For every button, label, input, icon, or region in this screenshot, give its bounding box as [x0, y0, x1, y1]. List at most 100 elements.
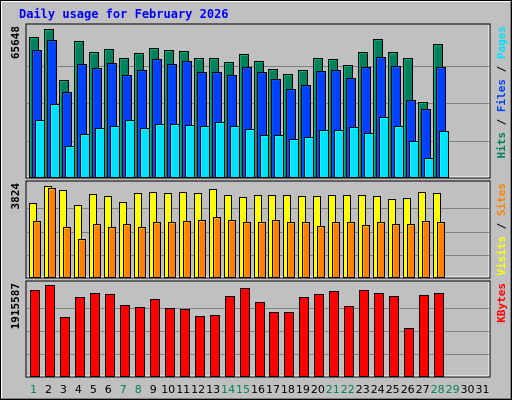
- x-tick-label: 16: [251, 383, 265, 396]
- bar-kbytes-day-12: [195, 316, 205, 377]
- x-tick-label: 10: [161, 383, 175, 396]
- bar-sites-day-21: [332, 222, 340, 278]
- x-tick-label: 17: [266, 383, 280, 396]
- bar-pages-day-17: [274, 135, 284, 178]
- legend-sites: Sites: [495, 183, 508, 216]
- x-tick-label: 30: [461, 383, 475, 396]
- bar-pages-day-19: [304, 137, 314, 178]
- bar-pages-day-2: [50, 104, 60, 178]
- bar-pages-day-1: [35, 120, 45, 178]
- legend-files: Files: [495, 79, 508, 112]
- x-tick-label: 27: [416, 383, 430, 396]
- x-tick-label: 23: [356, 383, 370, 396]
- bar-kbytes-day-6: [105, 294, 115, 377]
- x-tick-label: 31: [476, 383, 490, 396]
- bar-kbytes-day-22: [344, 306, 354, 377]
- x-tick-label: 13: [206, 383, 220, 396]
- bar-kbytes-day-14: [225, 296, 235, 377]
- bar-kbytes-day-25: [389, 296, 399, 377]
- bar-pages-day-28: [439, 131, 449, 178]
- bar-pages-day-4: [80, 134, 90, 178]
- bar-sites-day-25: [392, 224, 400, 278]
- panel-sites-legend: Visits / Sites: [495, 183, 508, 276]
- chart-title: Daily usage for February 2026: [19, 7, 229, 21]
- x-tick-label: 25: [386, 383, 400, 396]
- panel-sites-scale-label: 3824: [9, 183, 22, 210]
- bar-kbytes-day-26: [404, 328, 414, 377]
- bar-pages-day-23: [364, 133, 374, 178]
- bar-sites-day-23: [362, 225, 370, 278]
- bar-pages-day-14: [230, 126, 240, 178]
- bar-pages-day-24: [379, 117, 389, 178]
- bar-kbytes-day-19: [299, 297, 309, 377]
- bar-kbytes-day-9: [150, 299, 160, 377]
- bar-pages-day-6: [110, 126, 120, 178]
- x-tick-label: 14: [221, 383, 235, 396]
- legend-separator: /: [495, 216, 508, 236]
- bar-pages-day-10: [170, 124, 180, 178]
- bar-kbytes-day-18: [284, 312, 294, 377]
- x-tick-label: 6: [105, 383, 112, 396]
- bar-kbytes-day-3: [60, 317, 70, 377]
- bar-kbytes-day-7: [120, 305, 130, 377]
- legend-separator: /: [495, 59, 508, 79]
- x-tick-label: 26: [401, 383, 415, 396]
- panel-hits-legend: Hits / Files / Pages: [495, 26, 508, 159]
- bar-pages-day-22: [349, 127, 359, 178]
- bar-sites-day-6: [108, 227, 116, 278]
- bar-kbytes-day-8: [135, 307, 145, 377]
- bar-kbytes-day-21: [329, 291, 339, 377]
- x-tick-label: 21: [326, 383, 340, 396]
- x-tick-label: 15: [236, 383, 250, 396]
- bar-pages-day-5: [95, 128, 105, 178]
- bar-pages-day-11: [185, 125, 195, 178]
- bar-kbytes-day-1: [30, 290, 40, 377]
- bar-sites-day-28: [437, 222, 445, 278]
- bar-sites-day-13: [213, 217, 221, 278]
- x-tick-label: 8: [135, 383, 142, 396]
- x-tick-label: 22: [341, 383, 355, 396]
- bar-sites-day-2: [48, 188, 56, 278]
- bar-sites-day-12: [198, 220, 206, 278]
- bar-kbytes-day-16: [255, 302, 265, 377]
- bar-pages-day-7: [125, 120, 135, 178]
- x-tick-label: 29: [446, 383, 460, 396]
- bar-pages-day-15: [245, 129, 255, 178]
- bar-kbytes-day-15: [240, 288, 250, 377]
- bar-pages-day-18: [289, 139, 299, 178]
- x-tick-label: 1: [30, 383, 37, 396]
- panel-kbytes-legend: KBytes: [495, 283, 508, 323]
- x-tick-label: 4: [75, 383, 82, 396]
- bar-sites-day-26: [407, 224, 415, 278]
- bar-sites-day-22: [347, 222, 355, 278]
- x-tick-label: 5: [90, 383, 97, 396]
- bar-kbytes-day-5: [90, 293, 100, 377]
- x-tick-label: 12: [191, 383, 205, 396]
- bar-pages-day-25: [394, 126, 404, 178]
- x-tick-label: 7: [120, 383, 127, 396]
- bar-sites-day-4: [78, 239, 86, 278]
- bar-kbytes-day-10: [165, 308, 175, 377]
- x-tick-label: 28: [431, 383, 445, 396]
- panel-kbytes-scale-label: 1915587: [9, 283, 22, 329]
- bar-sites-day-11: [183, 221, 191, 278]
- bar-kbytes-day-20: [314, 294, 324, 377]
- bar-kbytes-day-11: [180, 309, 190, 377]
- legend-visits: Visits: [495, 236, 508, 276]
- legend-hits: Hits: [495, 132, 508, 159]
- bar-kbytes-day-17: [269, 312, 279, 377]
- bar-kbytes-day-2: [45, 285, 55, 377]
- bar-kbytes-day-27: [419, 295, 429, 377]
- bar-pages-day-9: [155, 124, 165, 178]
- bar-sites-day-7: [123, 224, 131, 278]
- bar-pages-day-12: [200, 126, 210, 178]
- bar-sites-day-18: [287, 222, 295, 278]
- bar-kbytes-day-13: [210, 315, 220, 377]
- bar-sites-day-14: [228, 220, 236, 278]
- x-tick-label: 20: [311, 383, 325, 396]
- bar-sites-day-19: [302, 222, 310, 278]
